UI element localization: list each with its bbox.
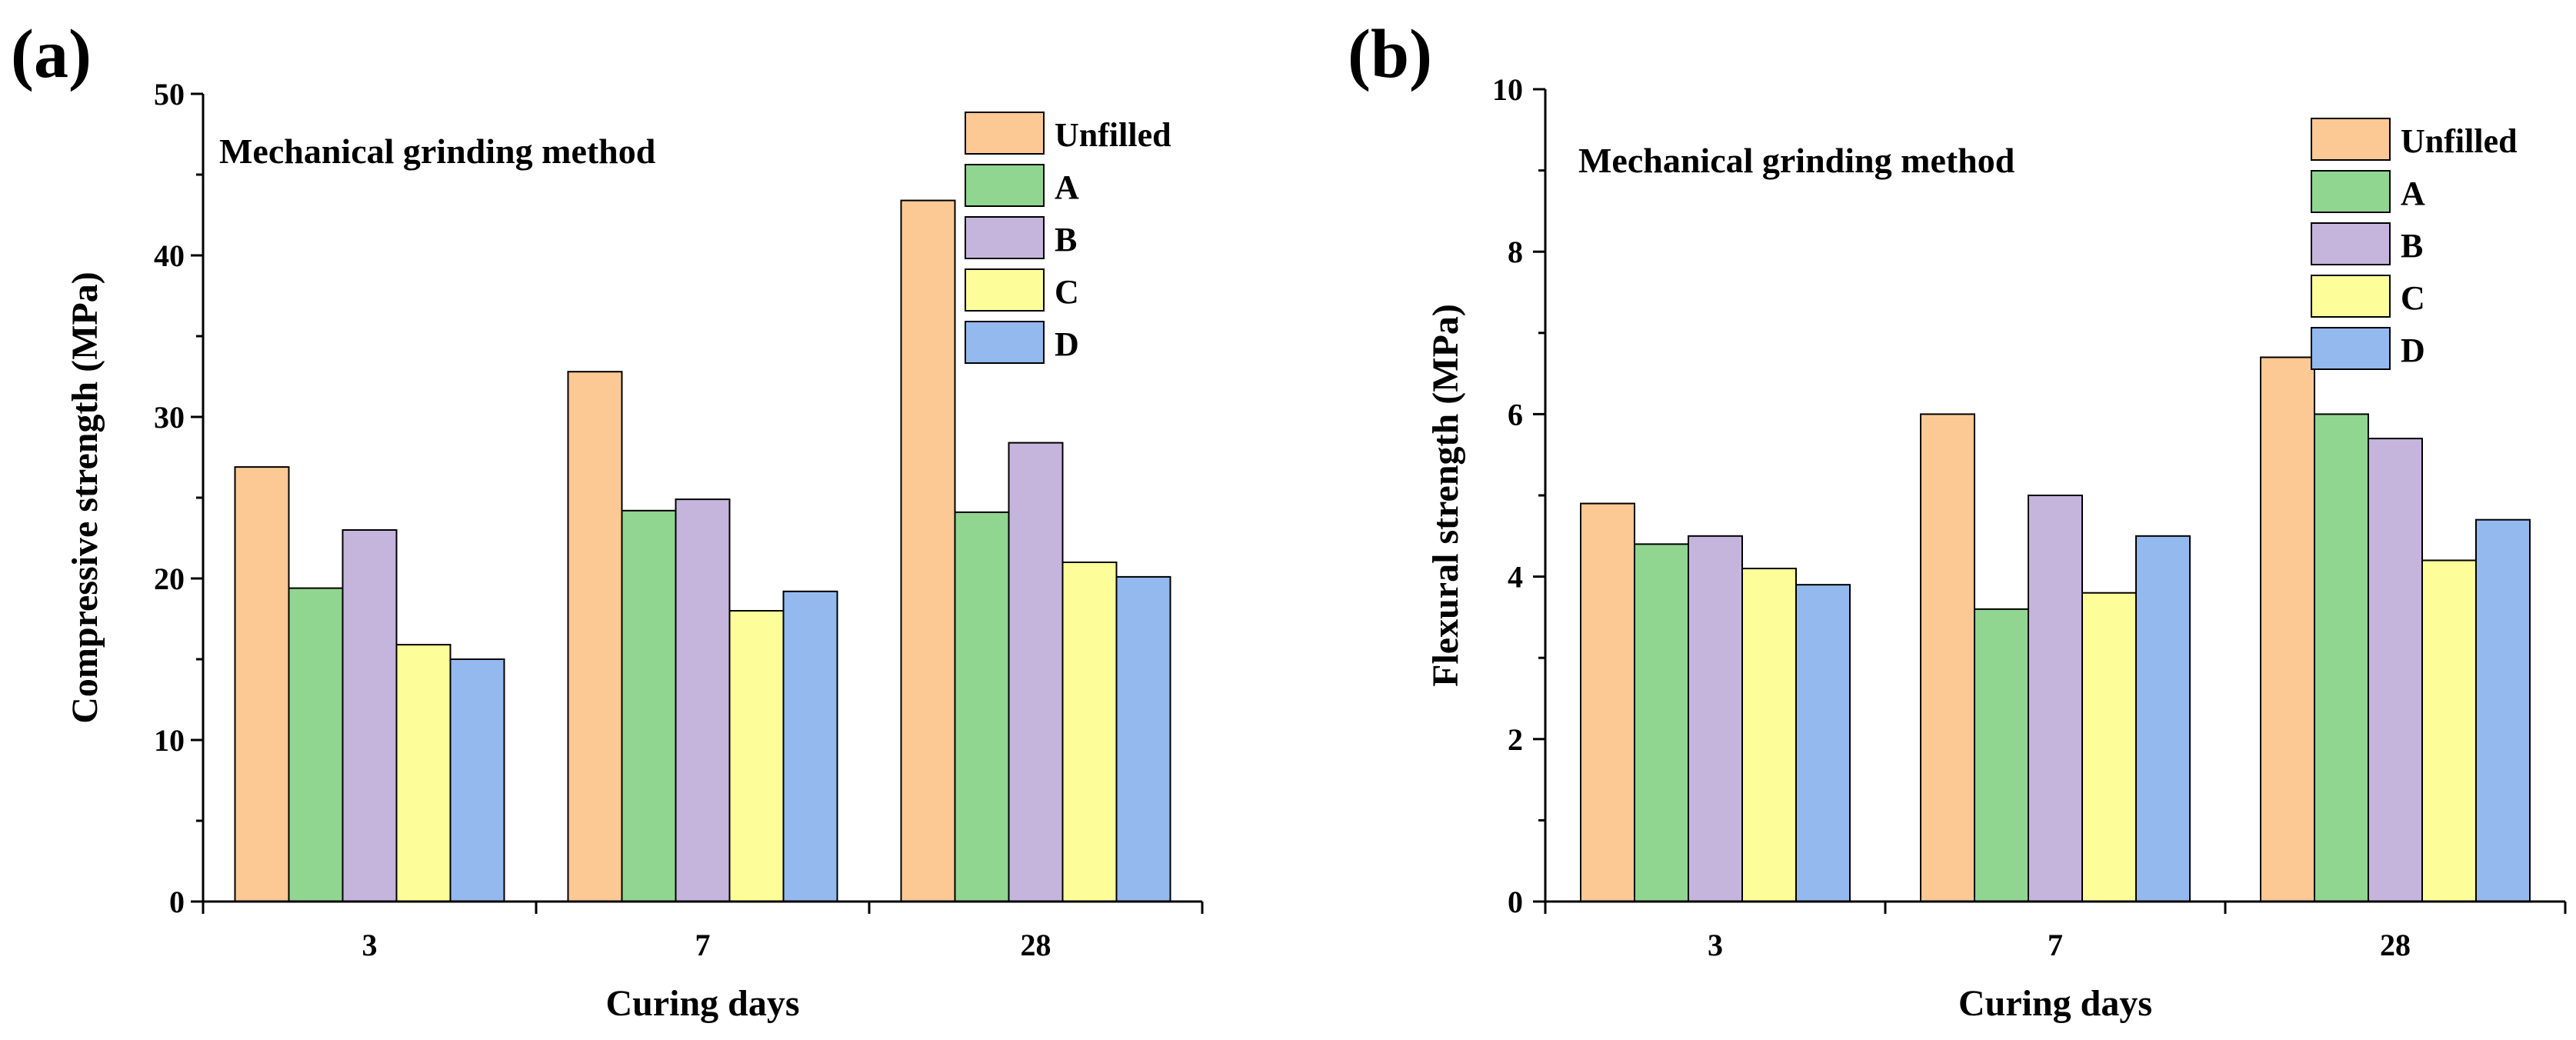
y-axis-title: Compressive strength (MPa) bbox=[65, 272, 105, 723]
bar-unfilled-3 bbox=[1580, 502, 1635, 902]
y-tick-label: 10 bbox=[1492, 72, 1523, 107]
y-tick-label: 50 bbox=[154, 77, 185, 112]
legend-label: A bbox=[2401, 175, 2425, 212]
legend-label: A bbox=[1055, 168, 1079, 206]
bar-unfilled-7 bbox=[567, 371, 623, 902]
chart-panel-0: (a) 0 10 20 30 40 50 3 7 28 Curing days Compressive… bbox=[11, 16, 1204, 1024]
legend-swatch-b bbox=[2311, 222, 2391, 265]
bar-b-3 bbox=[342, 529, 398, 902]
y-tick-label: 10 bbox=[154, 723, 185, 758]
y-tick-label: 40 bbox=[154, 238, 185, 273]
x-tick-label: 3 bbox=[362, 928, 378, 962]
bar-d-7 bbox=[2135, 535, 2191, 902]
chart-panel-1: (b) 0 2 4 6 8 10 3 7 28 Curing days Flexural streng… bbox=[1348, 16, 2567, 1024]
bar-a-7 bbox=[1974, 608, 2029, 903]
legend-label: C bbox=[2401, 279, 2425, 317]
bar-d-28 bbox=[1115, 575, 1171, 903]
legend-label: B bbox=[1055, 221, 1077, 258]
bar-unfilled-7 bbox=[1920, 413, 1975, 902]
bar-c-28 bbox=[2421, 559, 2477, 902]
y-tick-label: 0 bbox=[169, 885, 185, 919]
legend-swatch-unfilled bbox=[965, 112, 1045, 155]
x-tick-label: 28 bbox=[1021, 928, 1051, 962]
bar-unfilled-28 bbox=[2260, 356, 2315, 903]
x-axis-title: Curing days bbox=[605, 983, 799, 1024]
bar-c-28 bbox=[1061, 562, 1118, 902]
legend-swatch-b bbox=[965, 216, 1045, 259]
chart-title: Mechanical grinding method bbox=[219, 132, 656, 171]
legend-label: C bbox=[1055, 273, 1079, 311]
bar-c-3 bbox=[1741, 568, 1797, 902]
bar-a-28 bbox=[954, 511, 1010, 903]
bar-b-3 bbox=[1688, 535, 1743, 902]
panel-label: (a) bbox=[11, 16, 92, 92]
y-tick-label: 0 bbox=[1508, 885, 1523, 919]
y-tick-label: 30 bbox=[154, 400, 185, 435]
legend-label: D bbox=[1055, 325, 1079, 363]
bar-c-3 bbox=[395, 644, 452, 902]
bar-d-3 bbox=[1795, 584, 1851, 902]
legend-label: Unfilled bbox=[2401, 122, 2518, 160]
legend-swatch-unfilled bbox=[2311, 118, 2391, 161]
x-tick-label: 7 bbox=[2048, 928, 2063, 962]
chart-title: Mechanical grinding method bbox=[1578, 141, 2015, 180]
x-tick-label: 7 bbox=[695, 928, 711, 962]
y-tick-label: 2 bbox=[1508, 722, 1523, 757]
legend-swatch-a bbox=[2311, 170, 2391, 213]
bar-b-28 bbox=[2368, 438, 2423, 902]
legend-swatch-a bbox=[965, 164, 1045, 207]
legend-label: B bbox=[2401, 227, 2423, 265]
bar-b-7 bbox=[675, 498, 731, 902]
x-axis-title: Curing days bbox=[1958, 983, 2152, 1024]
bar-c-7 bbox=[2081, 592, 2137, 902]
y-tick-label: 20 bbox=[154, 562, 185, 596]
legend-swatch-c bbox=[965, 268, 1045, 312]
legend-label: D bbox=[2401, 332, 2425, 369]
bar-a-28 bbox=[2314, 413, 2369, 902]
y-tick-label: 4 bbox=[1508, 560, 1523, 595]
y-tick-label: 8 bbox=[1508, 235, 1523, 269]
bar-d-3 bbox=[449, 658, 505, 902]
bar-unfilled-3 bbox=[234, 466, 290, 902]
bar-d-28 bbox=[2475, 518, 2531, 902]
legend-swatch-d bbox=[2311, 327, 2391, 370]
y-axis-title: Flexural strength (MPa) bbox=[1425, 304, 1466, 687]
bar-b-7 bbox=[2028, 495, 2083, 902]
y-tick-label: 6 bbox=[1508, 397, 1523, 432]
legend-swatch-d bbox=[965, 321, 1045, 364]
bar-b-28 bbox=[1008, 442, 1064, 902]
bar-a-7 bbox=[621, 509, 677, 902]
legend-label: Unfilled bbox=[1055, 116, 1171, 154]
bar-a-3 bbox=[288, 587, 344, 902]
legend-swatch-c bbox=[2311, 275, 2391, 318]
bar-unfilled-28 bbox=[900, 199, 956, 903]
bar-a-3 bbox=[1634, 543, 1689, 902]
x-tick-label: 3 bbox=[1708, 928, 1723, 962]
x-tick-label: 28 bbox=[2380, 928, 2411, 962]
panel-label: (b) bbox=[1348, 16, 1432, 92]
bar-c-7 bbox=[728, 610, 785, 902]
bar-d-7 bbox=[782, 590, 838, 902]
